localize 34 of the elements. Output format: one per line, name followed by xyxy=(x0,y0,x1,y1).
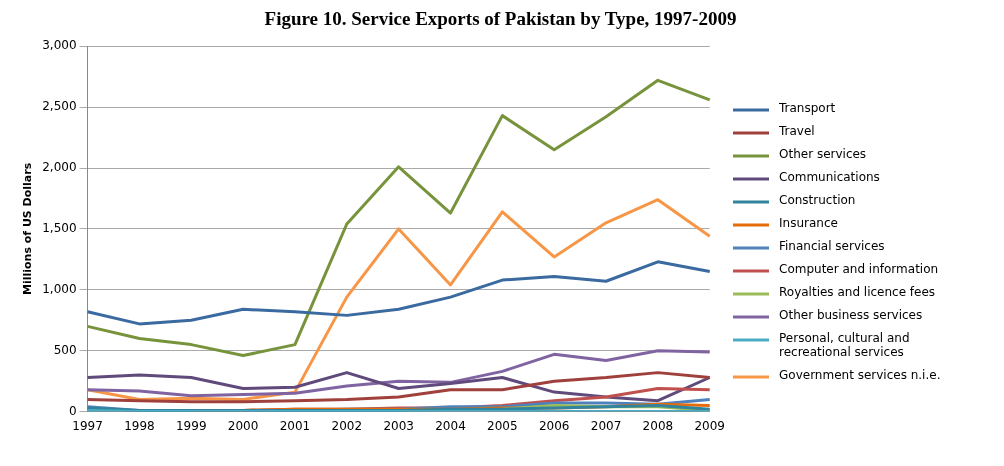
x-tick-label: 2008 xyxy=(642,418,674,433)
x-tick-label: 1997 xyxy=(72,418,103,433)
y-tick-label: 0 xyxy=(68,403,77,418)
x-tick-label: 2007 xyxy=(590,418,622,433)
x-tick-label: 2004 xyxy=(435,418,466,433)
legend-label: Other services xyxy=(779,146,867,161)
x-tick-label: 2002 xyxy=(331,418,363,433)
x-tick-label: 2006 xyxy=(538,418,570,433)
y-axis-title: Millions of US Dollars xyxy=(21,162,35,296)
legend-label: Construction xyxy=(779,192,856,207)
y-tick-label: 1,500 xyxy=(42,221,77,236)
legend-label: Travel xyxy=(779,123,815,138)
y-tick-label: 2,500 xyxy=(42,99,77,114)
x-tick-label: 2003 xyxy=(383,418,414,433)
chart-title: Figure 10. Service Exports of Pakistan by Type, 1997-2009 xyxy=(263,8,738,30)
legend-label: Insurance xyxy=(779,215,838,230)
legend-label: Personal, cultural and recreational services xyxy=(779,330,911,359)
x-tick-label: 2005 xyxy=(487,418,518,433)
y-tick-label: 2,000 xyxy=(42,160,77,175)
legend-label: Royalties and licence fees xyxy=(779,284,936,299)
y-tick-label: 3,000 xyxy=(42,38,77,53)
x-tick-label: 2000 xyxy=(227,418,259,433)
legend-label: Government services n.i.e. xyxy=(779,367,941,382)
legend-label: Communications xyxy=(779,169,880,184)
x-tick-label: 2009 xyxy=(694,418,725,433)
legend-label: Computer and information xyxy=(779,261,939,276)
x-tick-label: 1999 xyxy=(175,418,207,433)
y-tick-label: 500 xyxy=(53,342,77,357)
x-tick-label: 1998 xyxy=(124,418,155,433)
legend-label: Other business services xyxy=(779,307,923,322)
legend-label: Transport xyxy=(779,100,836,115)
y-tick-label: 1,000 xyxy=(42,281,77,296)
legend-label: Financial services xyxy=(779,238,885,253)
x-tick-label: 2001 xyxy=(279,418,311,433)
